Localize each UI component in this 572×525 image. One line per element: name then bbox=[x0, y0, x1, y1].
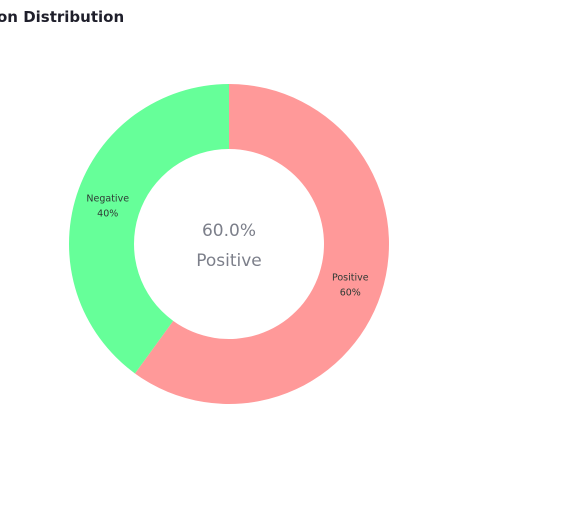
center-value: 60.0% bbox=[202, 221, 256, 241]
center-label: Positive bbox=[196, 251, 262, 271]
slice-pct-negative: 40% bbox=[97, 209, 118, 220]
chart-title: on Distribution bbox=[0, 8, 125, 26]
slice-label-positive: Positive bbox=[332, 272, 369, 283]
slice-labels: Positive 60% Negative 40% bbox=[86, 194, 368, 299]
donut-slices bbox=[69, 84, 389, 405]
slice-pct-positive: 60% bbox=[340, 287, 361, 298]
slice-negative[interactable] bbox=[69, 84, 229, 374]
slice-positive[interactable] bbox=[134, 84, 389, 405]
slice-label-negative: Negative bbox=[86, 194, 129, 205]
